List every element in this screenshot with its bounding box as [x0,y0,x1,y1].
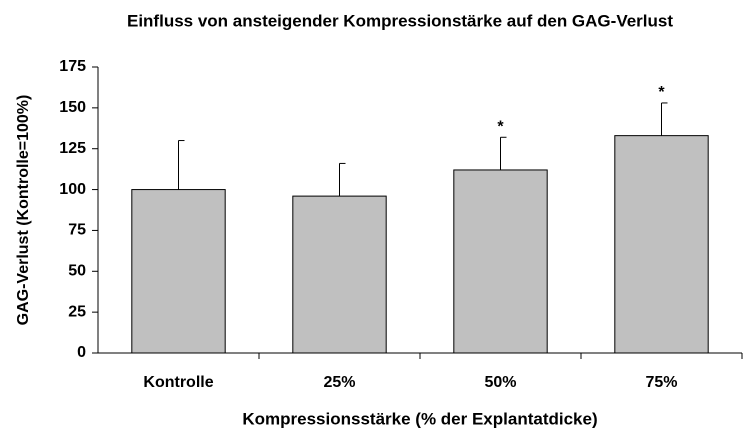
y-tick-label: 100 [59,181,86,198]
y-tick-label: 0 [77,344,86,361]
x-tick-label: 25% [323,374,355,391]
y-tick-label: 150 [59,99,86,116]
y-tick-label: 125 [59,140,86,157]
chart-title: Einfluss von ansteigender Kompressionstä… [127,11,673,30]
bar [292,195,387,354]
y-tick-label: 50 [68,263,86,280]
x-tick-label: 75% [645,374,677,391]
significance-marker: * [658,84,665,101]
bar [131,189,226,354]
significance-marker: * [497,118,504,135]
x-tick-label: Kontrolle [143,374,213,391]
bar [614,135,709,354]
x-tick-label: 50% [484,374,516,391]
y-tick-label: 75 [68,222,86,239]
x-axis-label: Kompressionsstärke (% der Explantatdicke… [242,409,597,428]
y-axis-label: GAG-Verlust (Kontrolle=100%) [15,95,32,326]
bar [453,169,548,354]
y-tick-label: 25 [68,303,86,320]
y-tick-label: 175 [59,58,86,75]
